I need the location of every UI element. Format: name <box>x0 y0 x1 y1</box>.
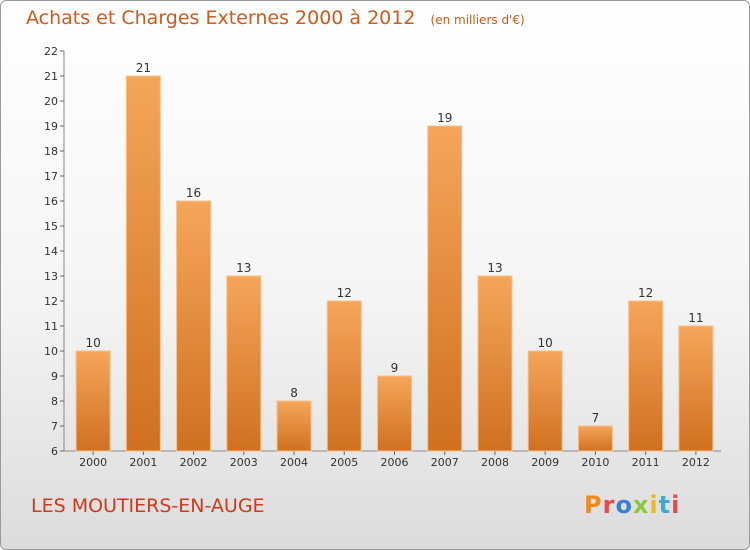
data-label-2004: 8 <box>290 386 298 400</box>
y-tick-label: 19 <box>44 120 58 133</box>
data-label-2006: 9 <box>391 361 399 375</box>
data-label-2009: 10 <box>538 336 553 350</box>
y-tick-label: 20 <box>44 95 58 108</box>
x-tick-label-2001: 2001 <box>129 456 157 469</box>
data-label-2003: 13 <box>236 261 251 275</box>
y-tick-label: 17 <box>44 170 58 183</box>
x-tick-label-2010: 2010 <box>581 456 609 469</box>
data-label-2007: 19 <box>437 111 452 125</box>
proxiti-logo[interactable]: Proxiti <box>584 491 680 519</box>
bar-2012 <box>678 325 714 452</box>
data-label-2002: 16 <box>186 186 201 200</box>
data-label-2012: 11 <box>688 311 703 325</box>
y-tick-label: 11 <box>44 320 58 333</box>
logo-letter: x <box>632 491 650 519</box>
data-label-2008: 13 <box>487 261 502 275</box>
y-tick-label: 9 <box>51 370 58 383</box>
y-tick-label: 12 <box>44 295 58 308</box>
logo-letter: o <box>615 491 633 519</box>
x-tick-label-2005: 2005 <box>330 456 358 469</box>
logo-letter: i <box>649 491 659 519</box>
bar-2003 <box>226 275 262 452</box>
logo-letter: i <box>671 491 681 519</box>
bar-2006 <box>377 375 412 452</box>
y-tick-label: 21 <box>44 70 58 83</box>
y-tick-label: 7 <box>51 420 58 433</box>
x-tick-label-2004: 2004 <box>280 456 308 469</box>
y-tick-label: 8 <box>51 395 58 408</box>
chart-title: Achats et Charges Externes 2000 à 2012 (… <box>26 7 525 29</box>
data-label-2000: 10 <box>85 336 100 350</box>
x-tick-label-2012: 2012 <box>682 456 710 469</box>
bar-2002 <box>176 200 212 452</box>
logo-letter: r <box>602 491 616 519</box>
data-label-2011: 12 <box>638 286 653 300</box>
x-tick-label-2000: 2000 <box>79 456 107 469</box>
x-tick-label-2003: 2003 <box>230 456 258 469</box>
bar-2010 <box>577 425 613 452</box>
bar-2008 <box>477 275 513 452</box>
bar-2009 <box>527 350 563 452</box>
x-tick-label-2011: 2011 <box>632 456 660 469</box>
bar-2000 <box>75 350 111 452</box>
bar-2005 <box>326 300 362 452</box>
y-tick-label: 18 <box>44 145 58 158</box>
city-name: LES MOUTIERS-EN-AUGE <box>31 495 265 517</box>
bar-2007 <box>427 125 463 452</box>
data-label-2005: 12 <box>337 286 352 300</box>
data-label-2001: 21 <box>136 61 151 75</box>
bars: 10 21 16 13 8 12 9 19 13 10 7 12 11 <box>75 61 714 452</box>
bar-2001 <box>125 75 161 452</box>
title-text: Achats et Charges Externes 2000 à 2012 <box>26 7 416 29</box>
y-tick-label: 6 <box>51 445 58 458</box>
logo-letter: t <box>658 491 672 519</box>
logo-letter: P <box>584 491 603 519</box>
y-tick-label: 22 <box>44 45 58 58</box>
y-tick-label: 14 <box>44 245 58 258</box>
x-tick-label-2007: 2007 <box>431 456 459 469</box>
x-tick-label-2009: 2009 <box>531 456 559 469</box>
data-label-2010: 7 <box>592 411 600 425</box>
unit-label: (en milliers d'€) <box>430 13 525 27</box>
bar-2004 <box>276 400 312 452</box>
bar-2011 <box>628 300 664 452</box>
y-tick-label: 16 <box>44 195 58 208</box>
y-tick-label: 10 <box>44 345 58 358</box>
x-tick-label-2008: 2008 <box>481 456 509 469</box>
x-tick-label-2006: 2006 <box>381 456 409 469</box>
y-tick-label: 15 <box>44 220 58 233</box>
x-tick-label-2002: 2002 <box>180 456 208 469</box>
y-tick-label: 13 <box>44 270 58 283</box>
